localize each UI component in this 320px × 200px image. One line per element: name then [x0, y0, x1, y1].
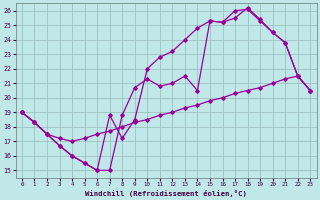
X-axis label: Windchill (Refroidissement éolien,°C): Windchill (Refroidissement éolien,°C) [85, 190, 247, 197]
